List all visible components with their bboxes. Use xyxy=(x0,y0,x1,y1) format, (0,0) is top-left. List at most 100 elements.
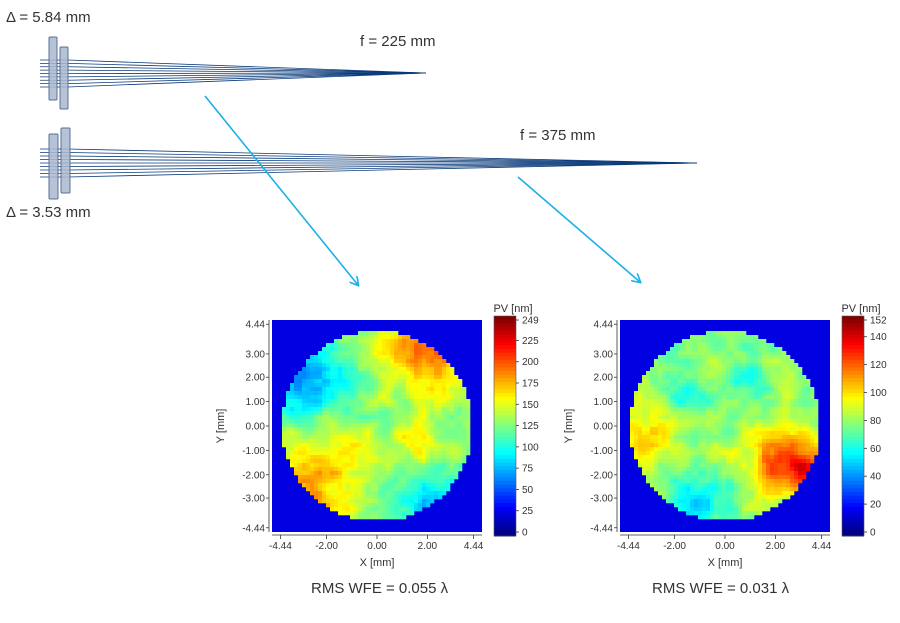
heatmap-cell xyxy=(314,479,319,484)
heatmap-cell xyxy=(690,511,695,516)
heatmap-cell xyxy=(458,459,463,464)
heatmap-cell xyxy=(714,439,719,444)
heatmap-cell xyxy=(650,459,655,464)
heatmap-cell xyxy=(678,355,683,360)
heatmap-cell xyxy=(302,455,307,460)
heatmap-cell xyxy=(698,515,703,520)
heatmap-cell xyxy=(326,423,331,428)
heatmap-cell xyxy=(334,403,339,408)
heatmap-cell xyxy=(314,459,319,464)
heatmap-cell xyxy=(650,399,655,404)
heatmap-cell xyxy=(374,447,379,452)
heatmap-cell xyxy=(338,359,343,364)
heatmap-cell xyxy=(710,379,715,384)
heatmap-cell xyxy=(350,411,355,416)
colorbar-segment xyxy=(842,404,864,409)
heatmap-cell xyxy=(646,387,651,392)
heatmap-cell xyxy=(750,355,755,360)
heatmap-cell xyxy=(702,371,707,376)
y-axis-label: Y [mm] xyxy=(563,409,575,444)
heatmap-cell xyxy=(638,415,643,420)
heatmap-cell xyxy=(294,439,299,444)
heatmap-cell xyxy=(810,455,815,460)
heatmap-cell xyxy=(766,467,771,472)
heatmap-cell xyxy=(686,455,691,460)
heatmap-cell xyxy=(422,367,427,372)
colorbar-segment xyxy=(494,470,516,475)
heatmap-cell xyxy=(646,447,651,452)
colorbar-segment xyxy=(842,422,864,427)
heatmap-cell xyxy=(426,411,431,416)
heatmap-cell xyxy=(798,383,803,388)
heatmap-cell xyxy=(670,391,675,396)
heatmap-cell xyxy=(362,419,367,424)
heatmap-cell xyxy=(734,403,739,408)
heatmap-cell xyxy=(362,455,367,460)
heatmap-cell xyxy=(402,447,407,452)
heatmap-cell xyxy=(674,491,679,496)
heatmap-cell xyxy=(466,407,471,412)
heatmap-cell xyxy=(782,431,787,436)
heatmap-cell xyxy=(354,483,359,488)
heatmap-cell xyxy=(774,363,779,368)
heatmap-cell xyxy=(638,443,643,448)
heatmap-cell xyxy=(358,427,363,432)
heatmap-cell xyxy=(378,463,383,468)
heatmap-cell xyxy=(786,471,791,476)
heatmap-cell xyxy=(382,347,387,352)
heatmap-cell xyxy=(382,403,387,408)
heatmap-cell xyxy=(370,471,375,476)
colorbar-segment xyxy=(494,503,516,508)
heatmap-cell xyxy=(310,375,315,380)
heatmap-cell xyxy=(454,399,459,404)
heatmap-cell xyxy=(306,379,311,384)
heatmap-cell xyxy=(446,471,451,476)
colorbar-segment xyxy=(494,514,516,519)
heatmap-cell xyxy=(734,375,739,380)
heatmap-cell xyxy=(706,435,711,440)
heatmap-cell xyxy=(430,371,435,376)
heatmap-cell xyxy=(454,407,459,412)
heatmap-cell xyxy=(762,435,767,440)
heatmap-cell xyxy=(690,423,695,428)
heatmap-cell xyxy=(306,431,311,436)
heatmap-cell xyxy=(730,343,735,348)
heatmap-cell xyxy=(322,375,327,380)
heatmap-cell xyxy=(362,443,367,448)
colorbar-tick-label: 120 xyxy=(870,360,887,371)
lens-top-1 xyxy=(48,36,58,101)
heatmap-cell xyxy=(366,415,371,420)
heatmap-cell xyxy=(458,403,463,408)
heatmap-cell xyxy=(794,415,799,420)
heatmap-cell xyxy=(426,431,431,436)
heatmap-cell xyxy=(326,439,331,444)
heatmap-cell xyxy=(726,423,731,428)
heatmap-cell xyxy=(422,447,427,452)
heatmap-cell xyxy=(330,359,335,364)
heatmap-cell xyxy=(674,363,679,368)
heatmap-cell xyxy=(734,359,739,364)
heatmap-cell xyxy=(650,383,655,388)
heatmap-cell xyxy=(654,467,659,472)
heatmap-cell xyxy=(786,443,791,448)
heatmap-cell xyxy=(758,439,763,444)
heatmap-cell xyxy=(726,331,731,336)
heatmap-cell xyxy=(450,419,455,424)
heatmap-cell xyxy=(350,483,355,488)
colorbar-segment xyxy=(842,385,864,390)
heatmap-cell xyxy=(466,447,471,452)
heatmap-cell xyxy=(438,411,443,416)
heatmap-cell xyxy=(714,423,719,428)
heatmap-cell xyxy=(326,471,331,476)
heatmap-cell xyxy=(726,495,731,500)
heatmap-cell xyxy=(706,491,711,496)
colorbar-segment xyxy=(494,411,516,416)
heatmap-cell xyxy=(802,427,807,432)
heatmap-cell xyxy=(382,375,387,380)
heatmap-cell xyxy=(742,471,747,476)
heatmap-cell xyxy=(722,439,727,444)
heatmap-cell xyxy=(662,391,667,396)
heatmap-cell xyxy=(434,367,439,372)
heatmap-cell xyxy=(630,415,635,420)
heatmap-cell xyxy=(290,423,295,428)
